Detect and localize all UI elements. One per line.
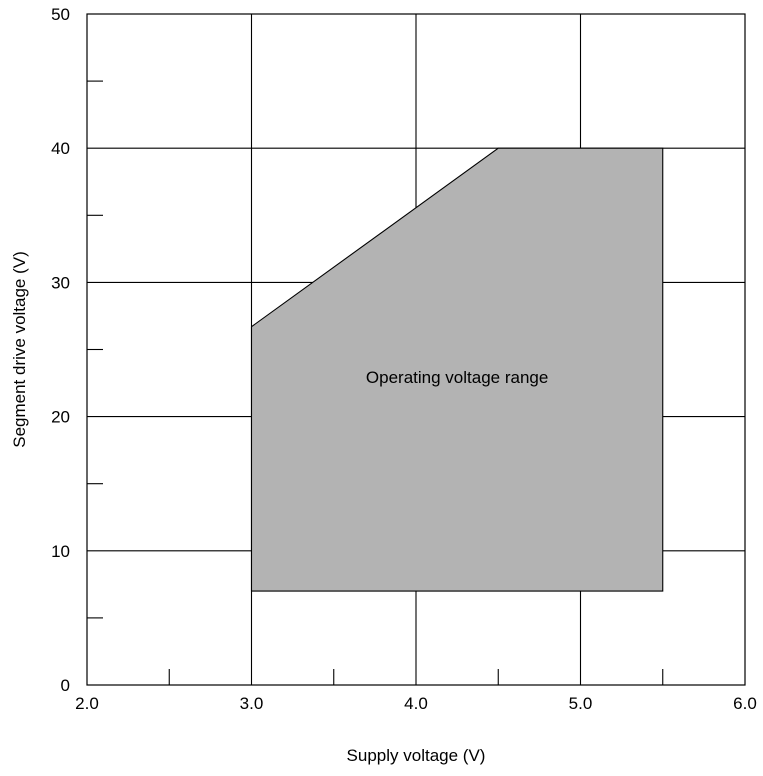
region-label: Operating voltage range <box>366 368 548 387</box>
x-tick-label: 3.0 <box>240 694 264 713</box>
y-tick-label: 10 <box>51 542 70 561</box>
label-layer: 2.0 3.0 4.0 5.0 6.0 0 10 20 30 40 50 <box>51 5 757 713</box>
plot-frame <box>86 13 746 686</box>
y-tick-label: 20 <box>51 408 70 427</box>
operating-region <box>250 147 664 592</box>
x-tick-label: 2.0 <box>75 694 99 713</box>
x-tick-label: 4.0 <box>404 694 428 713</box>
x-axis-title: Supply voltage (V) <box>347 746 486 765</box>
y-axis-title: Segment drive voltage (V) <box>10 251 29 448</box>
tick-layer <box>87 80 664 685</box>
x-tick-label: 6.0 <box>733 694 757 713</box>
x-tick-label: 5.0 <box>569 694 593 713</box>
y-tick-label: 0 <box>61 676 70 695</box>
y-tick-label: 40 <box>51 139 70 158</box>
y-tick-label: 30 <box>51 273 70 292</box>
y-tick-label: 50 <box>51 5 70 24</box>
region-layer <box>250 147 664 592</box>
